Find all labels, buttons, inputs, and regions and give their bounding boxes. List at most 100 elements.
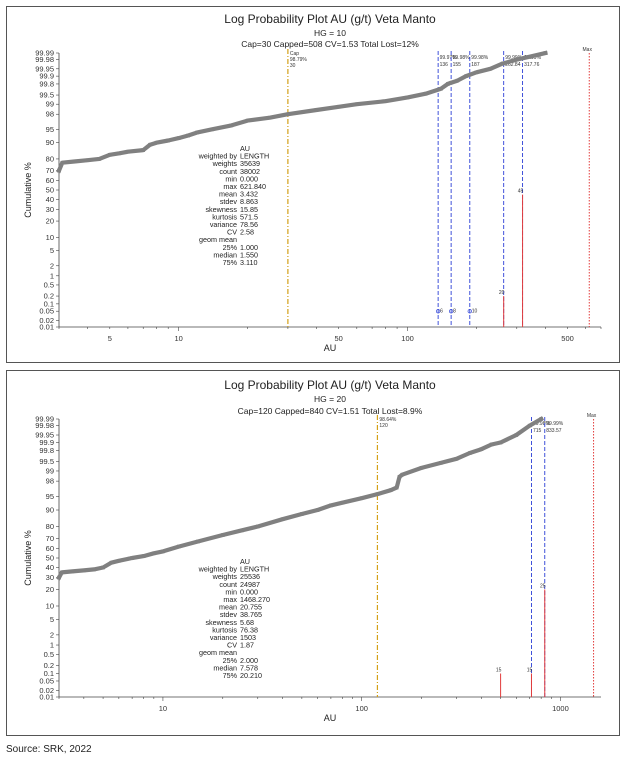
y-tick-label: 0.01 (39, 693, 54, 702)
data-point (375, 492, 380, 496)
stat-value: 1.87 (240, 641, 254, 650)
stat-key: CV (227, 228, 237, 237)
data-point (419, 466, 424, 470)
threshold-marker (435, 309, 441, 314)
y-tick-label: 99.9 (39, 72, 54, 81)
data-point (220, 533, 225, 537)
probability-plot-panel-hg20: Log Probability Plot AU (g/t) Veta Manto… (6, 370, 620, 736)
y-tick-label: 98 (46, 477, 54, 486)
data-point (315, 508, 320, 512)
stat-key: geom mean (199, 648, 237, 657)
data-point (336, 104, 341, 109)
data-point (423, 91, 428, 96)
stat-key: max (223, 182, 237, 191)
stat-key: variance (210, 633, 237, 642)
red-marker-label: 20 (499, 290, 505, 296)
data-point (117, 151, 122, 156)
data-point (255, 524, 260, 529)
data-point (359, 496, 364, 500)
stat-key: max (223, 595, 237, 604)
y-tick-label: 0.05 (39, 676, 54, 685)
threshold-line-label: 99.97% (440, 55, 458, 61)
data-point (161, 549, 165, 554)
stat-value: 78.56 (240, 220, 258, 229)
stat-key: 25% (223, 243, 238, 252)
data-point (210, 127, 214, 132)
probability-plot-panel-hg10: Log Probability Plot AU (g/t) Veta Manto… (6, 6, 620, 363)
stat-key: mean (219, 190, 237, 199)
chart-title: Log Probability Plot AU (g/t) Veta Manto (224, 12, 436, 26)
y-tick-label: 0.02 (39, 686, 54, 695)
y-tick-label: 90 (46, 506, 54, 515)
y-tick-label: 60 (46, 176, 54, 185)
stat-value: 571.5 (240, 212, 258, 221)
data-point (126, 149, 130, 154)
y-tick-label: 80 (46, 154, 54, 163)
y-tick-label: 98 (46, 110, 54, 119)
data-point (527, 423, 532, 428)
threshold-marker-label: 10 (472, 309, 478, 315)
stat-value: 2.000 (240, 656, 258, 665)
x-axis-label: AU (324, 343, 337, 353)
data-point (498, 440, 503, 445)
data-point (57, 575, 61, 580)
stat-key: CV (227, 641, 237, 650)
y-tick-label: 5 (50, 615, 54, 624)
y-tick-label: 40 (46, 195, 54, 204)
y-tick-label: 99.99 (35, 49, 54, 58)
threshold-marker (448, 309, 454, 314)
x-tick-label: 10 (175, 334, 183, 343)
x-tick-label: 10 (159, 704, 167, 713)
data-point (117, 559, 121, 563)
stat-key: count (219, 167, 237, 176)
data-point (488, 66, 493, 71)
data-point (245, 118, 250, 123)
stat-value: 15.85 (240, 205, 258, 214)
stat-value: 1503 (240, 633, 256, 642)
data-point (85, 158, 90, 163)
cap-line-label: 30 (290, 63, 296, 69)
stat-value: AU (240, 144, 250, 153)
threshold-line-label: 715 (533, 428, 542, 434)
y-tick-label: 50 (46, 554, 54, 563)
cap-line-label: 98.64% (379, 417, 397, 423)
data-point (267, 115, 272, 120)
y-tick-label: 99 (46, 466, 54, 475)
stat-value: 3.110 (240, 258, 257, 267)
data-point (229, 123, 234, 128)
stat-key: median (213, 663, 237, 672)
data-point (479, 447, 484, 451)
data-point (383, 99, 388, 103)
y-tick-label: 99.99 (35, 415, 54, 424)
data-point (57, 168, 61, 173)
y-tick-label: 30 (46, 205, 54, 214)
y-tick-label: 99.9 (39, 438, 54, 447)
stat-value: LENGTH (240, 565, 269, 574)
stat-value: 20.210 (240, 671, 262, 680)
red-marker-label: 25 (540, 584, 546, 590)
threshold-line-label: 317.76 (524, 62, 540, 68)
y-tick-label: 20 (46, 585, 54, 594)
threshold-line-label: 262.84 (505, 62, 521, 68)
data-point (489, 442, 494, 447)
y-tick-label: 0.05 (39, 307, 54, 316)
data-point (449, 80, 453, 85)
data-point (60, 570, 64, 575)
y-tick-label: 2 (50, 630, 54, 639)
cumulative-curve (56, 416, 545, 581)
data-point (397, 474, 402, 479)
x-axis-label: AU (324, 713, 337, 723)
stat-value: 38.765 (240, 610, 262, 619)
stat-key: geom mean (199, 235, 237, 244)
data-point (388, 488, 393, 492)
data-point (148, 142, 152, 147)
data-point (400, 472, 405, 477)
stat-value: 5.68 (240, 618, 254, 627)
data-point (340, 500, 345, 505)
y-tick-label: 0.2 (44, 292, 54, 301)
data-point (454, 457, 459, 461)
stat-value: 8.863 (240, 197, 258, 206)
chart-subtitle-hg: HG = 20 (314, 394, 346, 404)
y-tick-label: 20 (46, 217, 54, 226)
data-point (176, 544, 181, 549)
